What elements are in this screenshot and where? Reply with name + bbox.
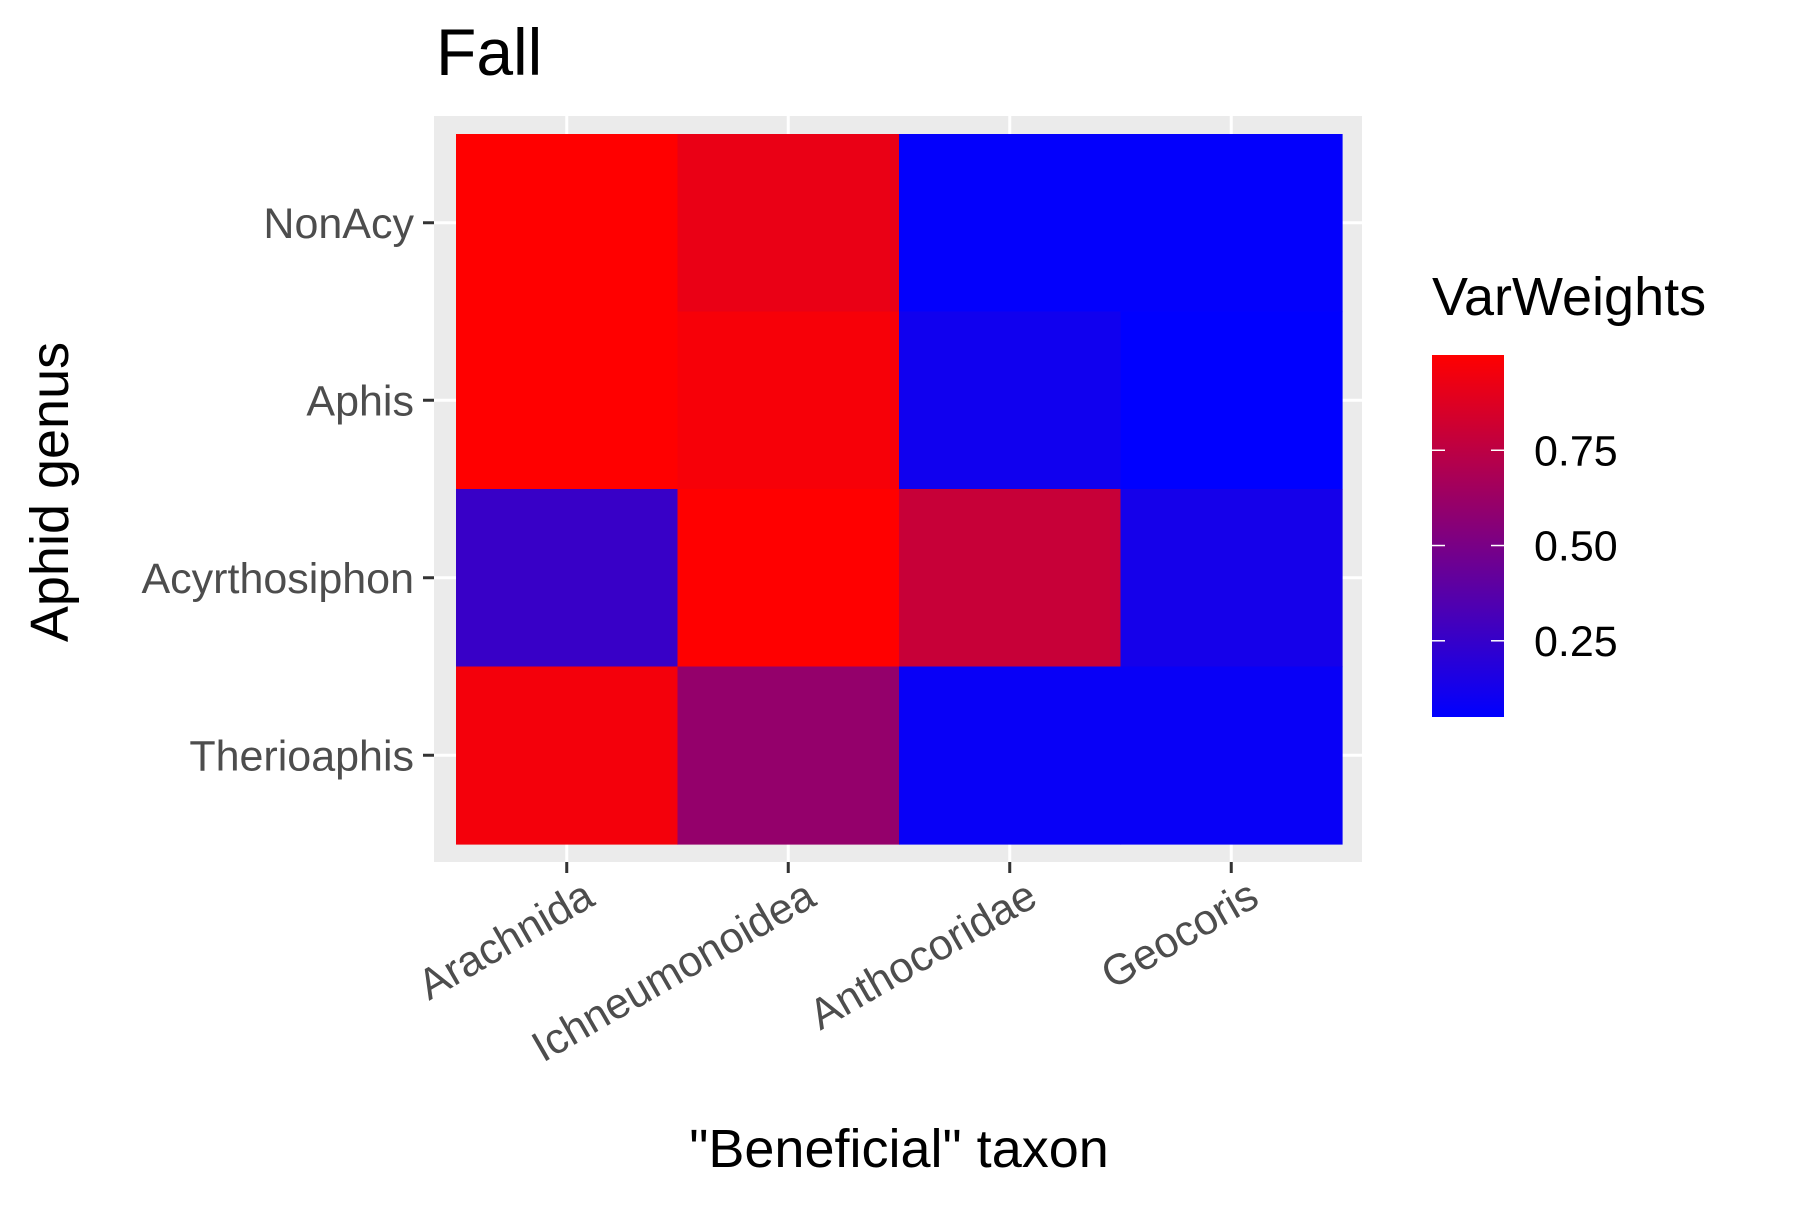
x-axis-title: "Beneficial" taxon: [689, 1119, 1109, 1179]
legend-tick-label: 0.75: [1534, 427, 1618, 475]
heatmap-cell: [899, 489, 1122, 668]
legend: VarWeights 0.25 0.50 0.75: [1432, 267, 1706, 717]
y-axis-title: Aphid genus: [20, 342, 80, 642]
legend-title: VarWeights: [1432, 267, 1706, 327]
y-tick-label: Aphis: [306, 377, 414, 425]
heatmap-cell: [899, 134, 1122, 313]
legend-tick-label: 0.50: [1534, 523, 1618, 571]
heatmap-cell: [899, 311, 1122, 490]
legend-colorbar: [1432, 355, 1504, 717]
heatmap-cell: [456, 134, 679, 313]
heatmap-cell: [456, 666, 679, 845]
y-tick-label: NonAcy: [263, 200, 414, 248]
chart-title: Fall: [436, 15, 542, 89]
y-tick-label: Therioaphis: [189, 732, 414, 780]
x-tick-label: Geocoris: [1093, 871, 1266, 999]
heatmap-cell: [456, 311, 679, 490]
heatmap-cell: [677, 666, 900, 845]
legend-tick-label: 0.25: [1534, 618, 1618, 666]
x-tick-label: Anthocoridae: [801, 871, 1044, 1039]
heatmap-cell: [677, 134, 900, 313]
heatmap-cell: [456, 489, 679, 668]
heatmap-cell: [677, 311, 900, 490]
heatmap-cells: [456, 134, 1343, 845]
heatmap-cell: [1120, 311, 1343, 490]
heatmap-cell: [677, 489, 900, 668]
heatmap-cell: [1120, 666, 1343, 845]
x-tick-label: Arachnida: [410, 871, 602, 1009]
heatmap-cell: [899, 666, 1122, 845]
heatmap-cell: [1120, 489, 1343, 668]
heatmap-cell: [1120, 134, 1343, 313]
y-tick-label: Acyrthosiphon: [142, 555, 415, 603]
